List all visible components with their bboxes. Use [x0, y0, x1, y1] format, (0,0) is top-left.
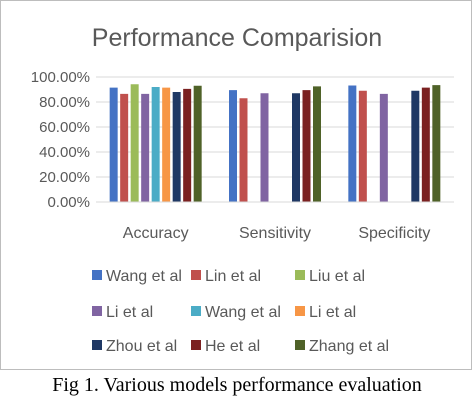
- bar: [130, 84, 139, 202]
- bar: [302, 90, 311, 202]
- bar: [183, 88, 192, 202]
- y-tick-label: 100.00%: [31, 69, 90, 86]
- bar: [162, 87, 171, 202]
- legend-swatch: [295, 270, 305, 280]
- y-tick-label: 60.00%: [39, 119, 90, 136]
- bar: [358, 90, 367, 202]
- legend-swatch: [92, 270, 102, 280]
- x-category-label: Specificity: [358, 225, 430, 242]
- chart-frame: Performance Comparision 0.00% 20.00% 40.00…: [0, 0, 472, 370]
- legend-swatch: [295, 340, 305, 350]
- chart-svg: Performance Comparision 0.00% 20.00% 40.00…: [31, 24, 454, 355]
- bar: [229, 90, 237, 202]
- bar: [120, 93, 129, 202]
- legend: Wang et al Lin et al Liu et al Li et al Wang…: [92, 268, 389, 355]
- y-tick-label: 0.00%: [47, 194, 90, 211]
- x-category-label: Sensitivity: [239, 225, 311, 242]
- bar: [313, 86, 321, 202]
- bar: [348, 85, 357, 202]
- y-axis-ticks: 0.00% 20.00% 40.00% 60.00% 80.00% 100.00%: [31, 69, 90, 211]
- gridlines: [96, 76, 454, 178]
- legend-label: Wang et al: [205, 304, 281, 321]
- bar: [292, 93, 300, 202]
- chart-title: Performance Comparision: [92, 24, 382, 52]
- bar: [239, 98, 248, 202]
- legend-label: Liu et al: [309, 268, 365, 285]
- legend-label: Zhou et al: [106, 338, 177, 355]
- bar: [411, 90, 420, 202]
- y-tick-label: 40.00%: [39, 144, 90, 161]
- legend-swatch: [191, 340, 201, 350]
- x-category-label: Accuracy: [123, 225, 189, 242]
- y-tick-label: 20.00%: [39, 169, 90, 186]
- legend-label: Lin et al: [205, 268, 261, 285]
- bar: [260, 93, 269, 202]
- legend-swatch: [191, 306, 201, 316]
- legend-swatch: [191, 270, 201, 280]
- legend-label: Li et al: [309, 304, 356, 321]
- legend-swatch: [92, 340, 102, 350]
- legend-swatch: [92, 306, 102, 316]
- legend-label: Li et al: [106, 304, 153, 321]
- legend-label: Wang et al: [106, 268, 182, 285]
- bar: [141, 93, 150, 202]
- legend-swatch: [295, 306, 305, 316]
- bar: [172, 92, 181, 202]
- bar: [421, 87, 430, 202]
- legend-label: Zhang et al: [309, 338, 389, 355]
- bar: [432, 85, 441, 202]
- figure-caption: Fig 1. Various models performance evalua…: [52, 374, 422, 396]
- x-axis-categories: Accuracy Sensitivity Specificity: [123, 225, 431, 242]
- bars: [109, 84, 441, 202]
- bar: [379, 93, 388, 202]
- bar: [193, 85, 202, 202]
- bar: [109, 87, 118, 202]
- y-tick-label: 80.00%: [39, 94, 90, 111]
- legend-label: He et al: [205, 338, 260, 355]
- bar: [151, 87, 160, 202]
